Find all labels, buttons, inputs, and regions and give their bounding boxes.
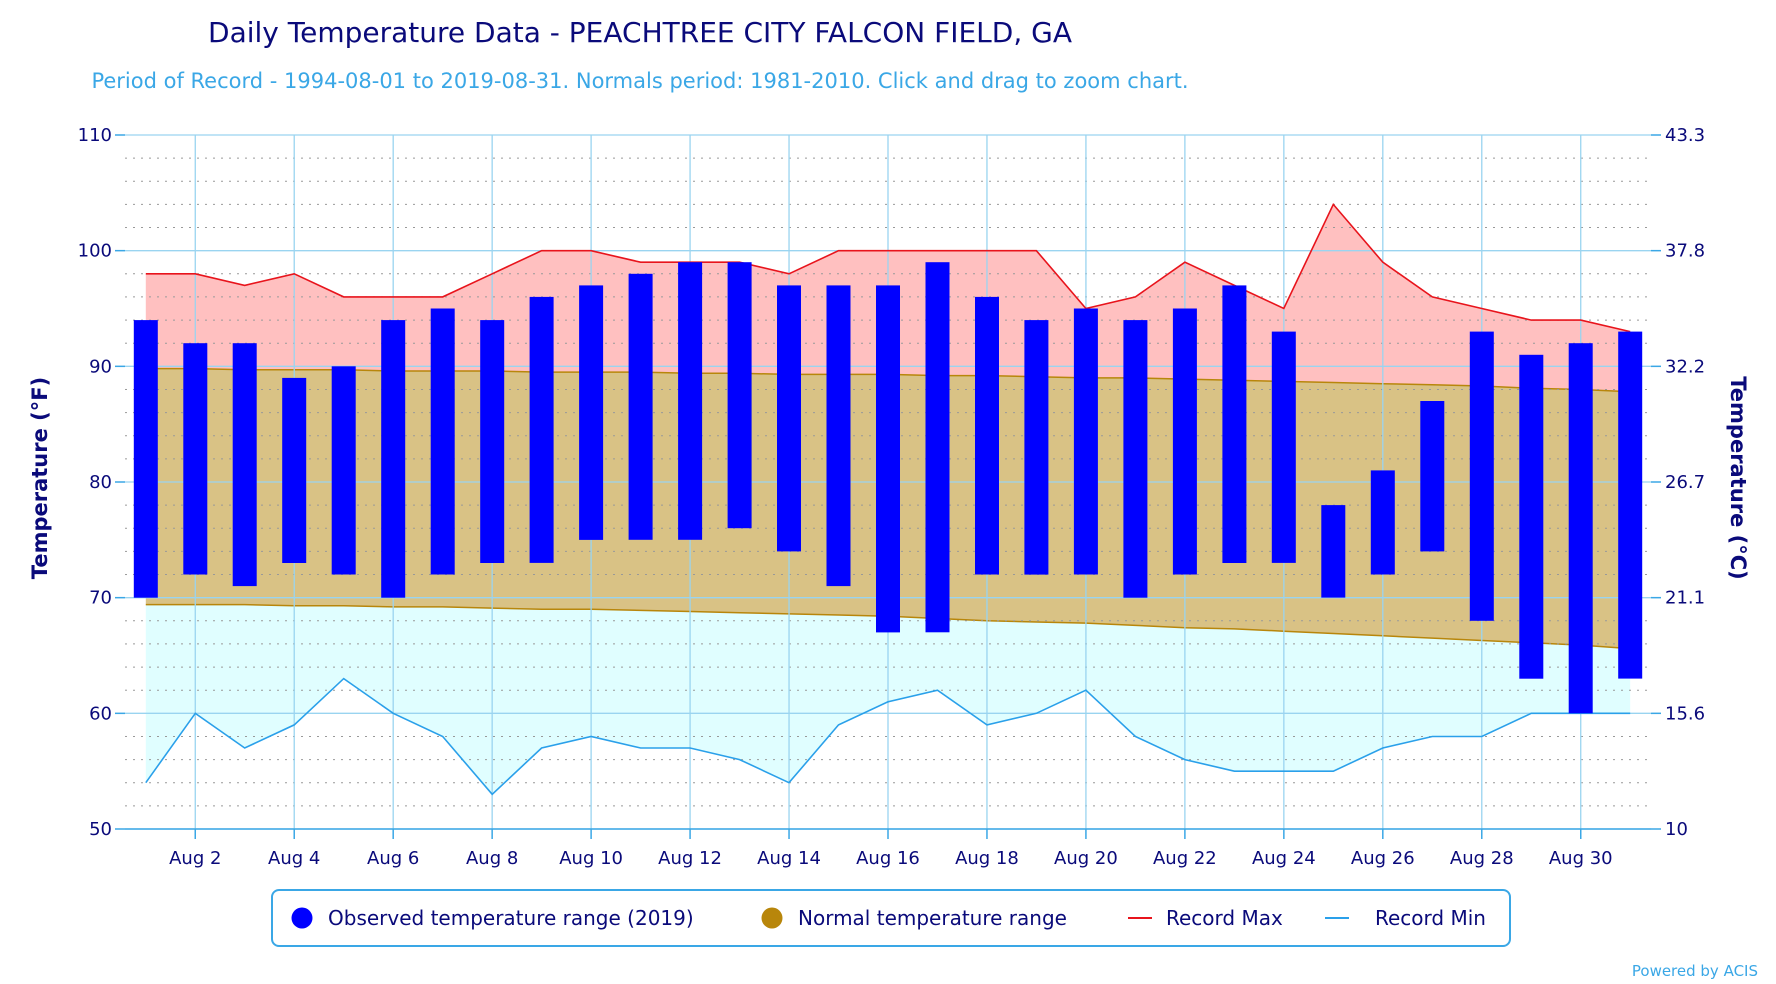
observed-bar[interactable] bbox=[727, 262, 752, 529]
observed-bar[interactable] bbox=[1370, 470, 1395, 575]
observed-bar[interactable] bbox=[925, 262, 950, 633]
record-min-line bbox=[145, 677, 1631, 796]
legend-label-record-max: Record Max bbox=[1166, 906, 1283, 930]
legend-box bbox=[271, 889, 1511, 947]
credit-link[interactable]: Powered by ACIS bbox=[1632, 962, 1758, 980]
observed-bar[interactable] bbox=[777, 285, 801, 552]
observed-bar[interactable] bbox=[1568, 343, 1593, 714]
observed-bar[interactable] bbox=[1420, 401, 1445, 552]
observed-bar[interactable] bbox=[975, 296, 999, 575]
observed-bar[interactable] bbox=[1024, 320, 1049, 575]
y-tick-label-left: 100 bbox=[78, 241, 112, 262]
observed-bars[interactable] bbox=[133, 262, 1643, 714]
y-tick-label-right: 43.3 bbox=[1665, 125, 1705, 146]
observed-bar[interactable] bbox=[282, 377, 307, 563]
observed-bar[interactable] bbox=[1123, 320, 1148, 598]
y-tick-label-right: 32.2 bbox=[1665, 356, 1705, 377]
x-tick-label: Aug 6 bbox=[367, 848, 419, 869]
observed-bar[interactable] bbox=[1271, 331, 1296, 563]
x-tick-label: Aug 12 bbox=[658, 848, 722, 869]
y-tick-label-left: 60 bbox=[89, 703, 112, 724]
observed-bar[interactable] bbox=[480, 320, 505, 563]
legend-marker-observed bbox=[291, 907, 313, 929]
legend[interactable]: Observed temperature range (2019) Normal… bbox=[271, 889, 1511, 947]
y-tick-label-left: 50 bbox=[89, 819, 112, 840]
x-tick-label: Aug 20 bbox=[1054, 848, 1118, 869]
legend-item-record-max[interactable]: Record Max bbox=[1128, 906, 1283, 930]
x-tick-label: Aug 24 bbox=[1252, 848, 1316, 869]
x-tick-label: Aug 26 bbox=[1351, 848, 1415, 869]
axes: 110 100 90 80 70 60 50 43.3 37.8 32.2 26.7 21.1 15.6… bbox=[78, 125, 1705, 869]
observed-bar[interactable] bbox=[678, 262, 703, 540]
legend-label-record-min: Record Min bbox=[1375, 906, 1486, 930]
observed-bar[interactable] bbox=[331, 366, 356, 575]
observed-bar[interactable] bbox=[876, 285, 900, 633]
observed-bar[interactable] bbox=[529, 296, 554, 563]
x-tick-label: Aug 18 bbox=[955, 848, 1019, 869]
y-tick-label-left: 70 bbox=[89, 588, 112, 609]
x-tick-label: Aug 22 bbox=[1153, 848, 1217, 869]
observed-bar[interactable] bbox=[1073, 308, 1098, 575]
legend-item-normal[interactable]: Normal temperature range bbox=[761, 906, 1067, 930]
observed-bar[interactable] bbox=[183, 343, 208, 575]
observed-bar[interactable] bbox=[1222, 285, 1247, 563]
legend-item-record-min[interactable]: Record Min bbox=[1325, 906, 1486, 930]
chart-subtitle: Period of Record - 1994-08-01 to 2019-08… bbox=[91, 69, 1188, 93]
observed-bar[interactable] bbox=[381, 320, 406, 598]
observed-bar[interactable] bbox=[826, 285, 851, 587]
legend-marker-normal bbox=[761, 907, 783, 929]
observed-bar[interactable] bbox=[579, 285, 604, 540]
record-max-line bbox=[145, 202, 1631, 333]
x-tick-label: Aug 10 bbox=[559, 848, 623, 869]
observed-bar[interactable] bbox=[1618, 331, 1643, 679]
y-tick-label-right: 21.1 bbox=[1665, 588, 1705, 609]
y-tick-label-left: 80 bbox=[89, 472, 112, 493]
x-tick-label: Aug 30 bbox=[1549, 848, 1613, 869]
x-tick-label: Aug 16 bbox=[856, 848, 920, 869]
observed-bar[interactable] bbox=[232, 343, 257, 587]
observed-bar[interactable] bbox=[1469, 331, 1494, 621]
observed-bar[interactable] bbox=[133, 320, 158, 598]
y-tick-label-left: 110 bbox=[78, 125, 112, 146]
observed-bar[interactable] bbox=[628, 273, 653, 540]
x-tick-label: Aug 14 bbox=[757, 848, 821, 869]
chart-title: Daily Temperature Data - PEACHTREE CITY … bbox=[208, 16, 1072, 49]
x-tick-label: Aug 28 bbox=[1450, 848, 1514, 869]
legend-label-observed: Observed temperature range (2019) bbox=[328, 906, 694, 930]
record-lines bbox=[145, 202, 1631, 796]
observed-bar[interactable] bbox=[430, 308, 455, 575]
observed-bar[interactable] bbox=[1172, 308, 1197, 575]
y-tick-label-right: 26.7 bbox=[1665, 472, 1705, 493]
observed-bar[interactable] bbox=[1519, 354, 1544, 679]
y-tick-label-right: 15.6 bbox=[1665, 703, 1705, 724]
x-tick-label: Aug 8 bbox=[466, 848, 518, 869]
x-tick-label: Aug 2 bbox=[169, 848, 221, 869]
x-tick-label: Aug 4 bbox=[268, 848, 320, 869]
y-axis-left-title: Temperature (°F) bbox=[28, 377, 52, 579]
legend-label-normal: Normal temperature range bbox=[798, 906, 1067, 930]
y-tick-label-right: 37.8 bbox=[1665, 241, 1705, 262]
y-axis-right-title: Temperature (°C) bbox=[1726, 376, 1750, 579]
observed-bar[interactable] bbox=[1321, 505, 1346, 598]
y-tick-label-right: 10 bbox=[1665, 819, 1688, 840]
y-tick-label-left: 90 bbox=[89, 356, 112, 377]
legend-item-observed[interactable]: Observed temperature range (2019) bbox=[291, 906, 694, 930]
